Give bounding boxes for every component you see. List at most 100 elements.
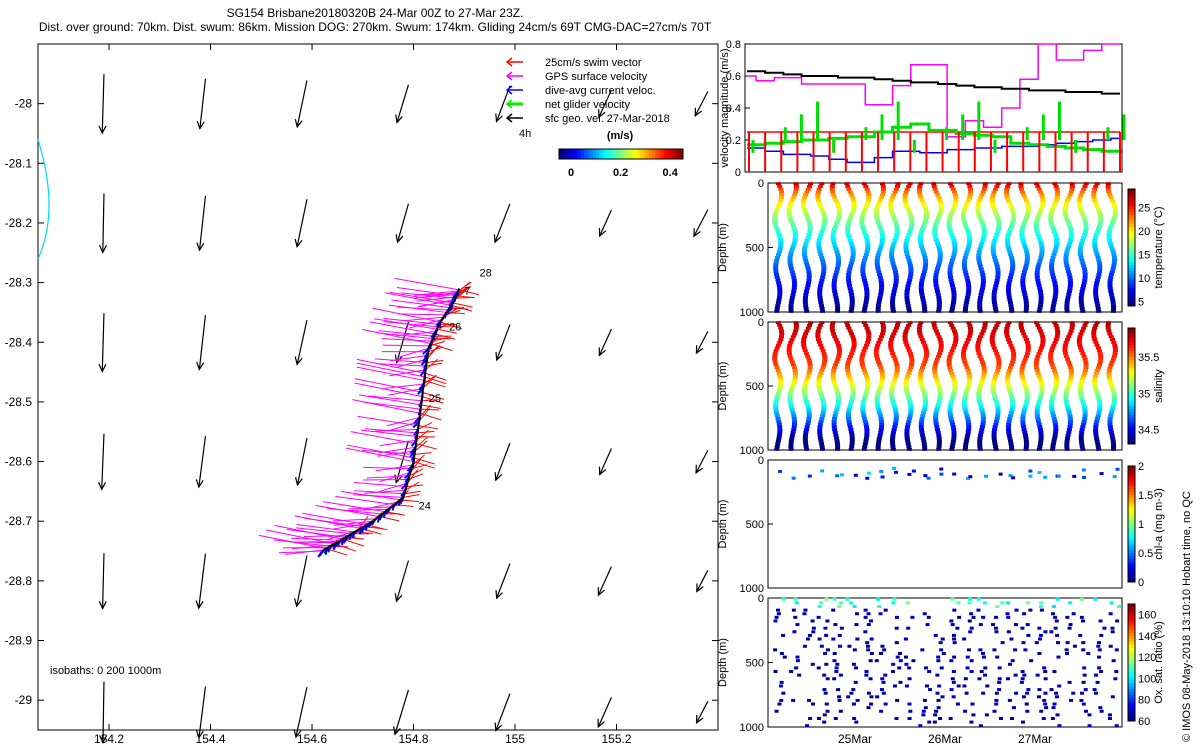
section-data-point — [875, 447, 881, 451]
section-data-point — [963, 224, 969, 228]
section-data-point — [777, 236, 783, 240]
colorbar-tick: 2 — [1138, 461, 1144, 473]
section-data-point — [1112, 397, 1118, 401]
section-data-point — [789, 270, 795, 274]
section-data-point — [861, 369, 867, 373]
section-data-point — [837, 695, 842, 699]
section-data-point — [918, 321, 924, 325]
section-data-point — [1111, 402, 1117, 406]
gps-velocity-vector — [391, 299, 450, 309]
section-data-point — [786, 207, 792, 211]
section-data-point — [905, 422, 911, 426]
section-data-point — [933, 414, 939, 418]
section-data-point — [951, 430, 957, 434]
section-data-point — [992, 377, 998, 381]
section-data-point — [967, 193, 973, 197]
section-data-point — [862, 419, 868, 423]
section-data-point — [1077, 335, 1083, 339]
colorbar-tick: 10 — [1138, 273, 1150, 285]
colorbar-cell — [1128, 279, 1135, 284]
section-data-point — [980, 414, 986, 418]
section-data-point — [788, 304, 794, 308]
section-data-point — [1067, 287, 1073, 291]
section-data-point — [937, 684, 942, 688]
colorbar-cell — [1128, 241, 1135, 246]
section-data-point — [1006, 292, 1012, 296]
section-data-point — [774, 307, 780, 311]
section-data-point — [805, 284, 811, 288]
section-data-point — [1078, 244, 1084, 248]
colorbar-cell — [574, 149, 579, 159]
section-data-point — [788, 445, 794, 449]
section-data-point — [922, 397, 928, 401]
sfc-velocity-arrow-head — [598, 227, 607, 238]
gps-velocity-vector — [363, 401, 421, 410]
section-data-point — [1053, 374, 1059, 378]
section-data-point — [889, 253, 895, 257]
section-data-point — [1053, 287, 1059, 291]
section-data-point — [1035, 184, 1041, 188]
swim-vector — [400, 499, 420, 503]
section-data-point — [892, 684, 897, 688]
section-data-point — [1067, 380, 1073, 384]
section-data-point — [1008, 474, 1013, 478]
section-data-point — [862, 371, 868, 375]
section-data-point — [1115, 619, 1120, 623]
sfc-velocity-arrow-head — [495, 351, 503, 362]
sfc-velocity-arrow — [199, 78, 207, 129]
section-data-point — [921, 391, 927, 395]
section-data-point — [891, 354, 897, 358]
section-data-point — [981, 326, 987, 330]
section-data-point — [903, 385, 909, 389]
section-data-point — [908, 402, 914, 406]
section-data-point — [1049, 402, 1055, 406]
gps-velocity-vector — [397, 347, 429, 359]
section-data-point — [894, 233, 900, 237]
section-data-point — [1037, 238, 1043, 242]
section-data-point — [1109, 247, 1115, 251]
section-data-point — [1086, 651, 1091, 655]
section-data-point — [979, 221, 985, 225]
section-data-point — [1112, 258, 1118, 262]
section-data-point — [877, 411, 883, 415]
section-data-point — [865, 644, 870, 648]
y-tick-label: -28.6 — [5, 455, 33, 469]
section-data-point — [1068, 230, 1074, 234]
colorbar-cell — [1128, 386, 1135, 390]
sfc-velocity-arrow-head — [98, 125, 107, 135]
section-data-point — [817, 433, 823, 437]
section-data-point — [935, 332, 941, 336]
section-data-point — [893, 414, 899, 418]
section-data-point — [1000, 641, 1005, 645]
section-data-point — [892, 329, 898, 333]
section-data-point — [1108, 292, 1114, 296]
section-data-point — [1053, 430, 1059, 434]
section-data-point — [903, 655, 908, 659]
section-data-point — [832, 597, 837, 601]
section-data-point — [888, 340, 894, 344]
section-data-point — [935, 691, 940, 695]
section-data-point — [775, 255, 781, 259]
section-data-point — [1006, 601, 1011, 605]
section-data-point — [989, 196, 995, 200]
colorbar-cell — [1128, 668, 1135, 672]
section-data-point — [904, 430, 910, 434]
legend-swatch-head — [505, 71, 513, 81]
section-data-point — [1024, 213, 1030, 217]
section-data-point — [904, 662, 909, 666]
colorbar-cell — [1128, 515, 1135, 519]
colorbar-cell — [559, 149, 563, 159]
colorbar-cell — [1128, 682, 1135, 687]
section-data-point — [1022, 673, 1027, 677]
section-data-point — [1110, 357, 1116, 361]
section-data-point — [962, 207, 968, 211]
section-data-point — [1068, 374, 1074, 378]
section-data-point — [907, 213, 913, 217]
section-data-point — [991, 292, 997, 296]
sfc-velocity-arrow-head — [395, 114, 403, 124]
section-data-point — [1040, 338, 1046, 342]
section-data-point — [905, 301, 911, 305]
section-data-point — [1092, 380, 1098, 384]
section-data-point — [907, 182, 913, 186]
section-data-point — [1036, 236, 1042, 240]
